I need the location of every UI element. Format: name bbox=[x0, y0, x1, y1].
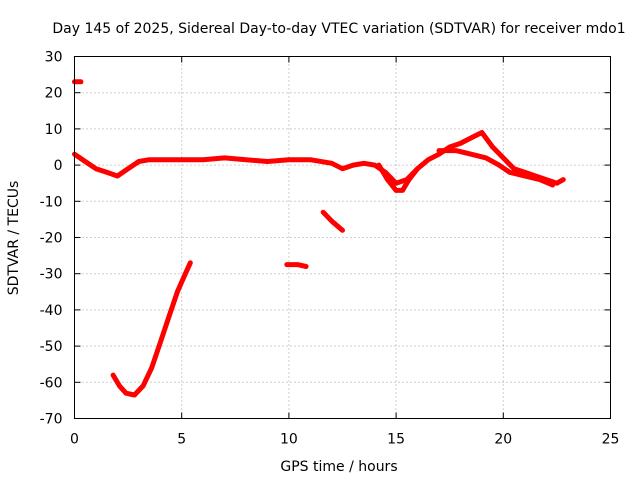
chart-title: Day 145 of 2025, Sidereal Day-to-day VTE… bbox=[52, 21, 625, 37]
y-tick-label: -60 bbox=[40, 375, 63, 391]
plot-frame bbox=[74, 56, 611, 419]
y-tick-label: 10 bbox=[45, 122, 63, 138]
y-tick-label: -40 bbox=[40, 303, 63, 319]
y-tick-label: 0 bbox=[54, 158, 63, 174]
y-tick-labels: 30 20 10 0 -10 -20 -30 -40 -50 -60 -70 bbox=[40, 50, 63, 428]
series-arc-2-5h bbox=[110, 260, 193, 398]
x-tick-label: 25 bbox=[602, 432, 620, 448]
series-branch-18h bbox=[436, 148, 556, 188]
x-tick-label: 10 bbox=[280, 432, 298, 448]
y-tick-label: -50 bbox=[40, 339, 63, 355]
series-segment-10h bbox=[284, 262, 309, 269]
x-tick-labels: 0 5 10 15 20 25 bbox=[70, 432, 619, 448]
grid-lines bbox=[74, 56, 611, 419]
y-tick-label: -30 bbox=[40, 267, 63, 283]
x-axis-label: GPS time / hours bbox=[280, 459, 397, 475]
y-tick-label: -70 bbox=[40, 412, 63, 428]
y-tick-label: 20 bbox=[45, 86, 63, 102]
data-traces bbox=[72, 79, 566, 398]
y-tick-label: -20 bbox=[40, 231, 63, 247]
series-main-trace bbox=[72, 130, 566, 186]
x-tick-label: 15 bbox=[387, 432, 405, 448]
series-dip-15h bbox=[376, 162, 420, 193]
x-tick-label: 0 bbox=[70, 432, 79, 448]
x-tick-label: 20 bbox=[494, 432, 512, 448]
series-segment-11h bbox=[320, 209, 345, 233]
y-tick-label: -10 bbox=[40, 194, 63, 210]
y-tick-label: 30 bbox=[45, 50, 63, 66]
y-axis-label: SDTVAR / TECUs bbox=[6, 181, 22, 296]
x-tick-label: 5 bbox=[177, 432, 186, 448]
